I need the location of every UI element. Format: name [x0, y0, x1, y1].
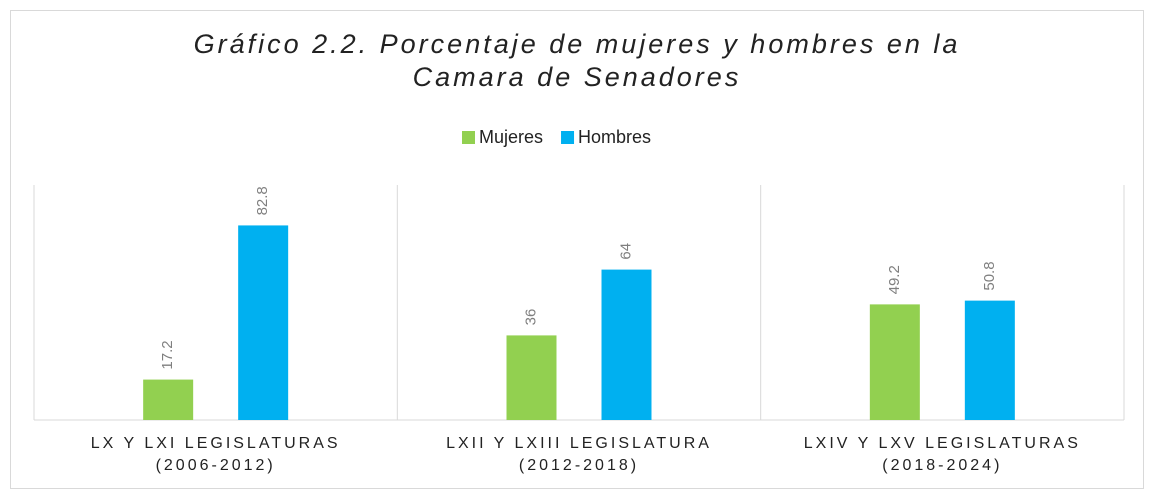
- x-tick-label: LX Y LXI LEGISLATURAS: [91, 435, 341, 452]
- data-label: 49.2: [886, 265, 903, 294]
- bar: [964, 300, 1015, 420]
- x-tick-label: LXIV Y LXV LEGISLATURAS: [804, 435, 1081, 452]
- bar: [869, 304, 920, 420]
- chart-title: Gráfico 2.2. Porcentaje de mujeres y hom…: [194, 29, 961, 59]
- chart-title: Camara de Senadores: [413, 62, 742, 92]
- bar: [506, 335, 557, 420]
- x-tick-label: (2018-2024): [882, 457, 1002, 474]
- x-tick-label: (2012-2018): [519, 457, 639, 474]
- legend-swatch: [561, 131, 575, 144]
- bar: [601, 269, 652, 420]
- data-label: 50.8: [981, 261, 998, 290]
- data-label: 17.2: [159, 340, 176, 369]
- data-label: 64: [617, 243, 634, 260]
- data-label: 82.8: [254, 186, 271, 215]
- x-tick-label: LXII Y LXIII LEGISLATURA: [446, 435, 712, 452]
- chart-frame: [10, 10, 1144, 489]
- x-tick-label: (2006-2012): [156, 457, 276, 474]
- legend-label: Hombres: [578, 127, 651, 147]
- legend-swatch: [462, 131, 475, 144]
- bar: [238, 225, 289, 420]
- data-label: 36: [522, 309, 539, 326]
- bar: [143, 379, 194, 420]
- legend-label: Mujeres: [479, 127, 543, 147]
